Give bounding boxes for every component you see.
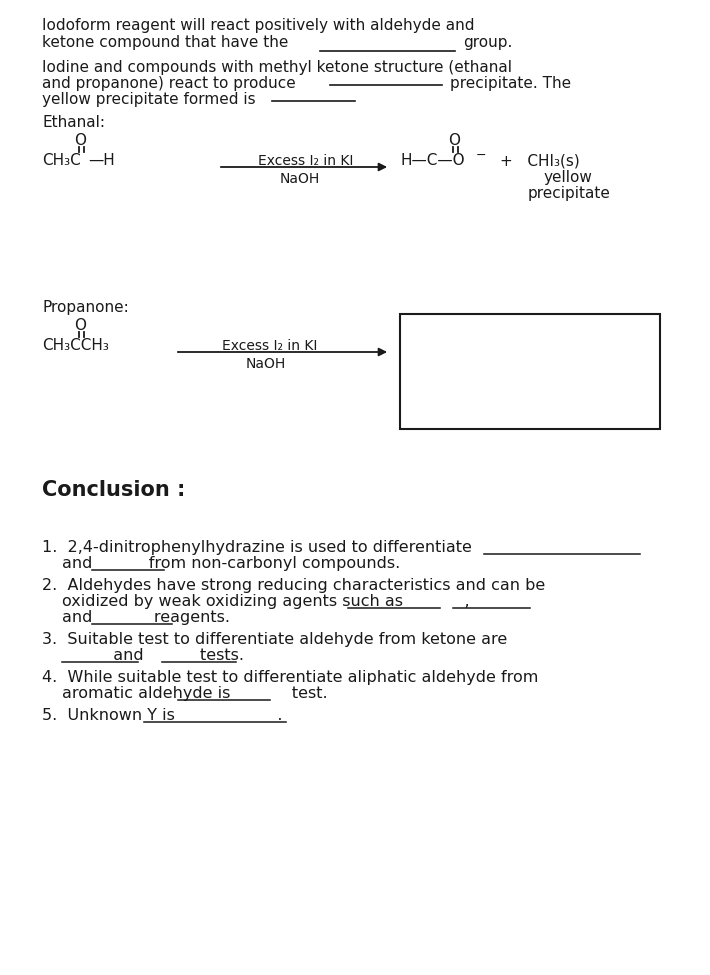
Text: Excess I₂ in KI: Excess I₂ in KI bbox=[258, 154, 354, 168]
Text: Propanone:: Propanone: bbox=[42, 300, 129, 315]
Text: ketone compound that have the: ketone compound that have the bbox=[42, 35, 288, 50]
Text: CH₃C: CH₃C bbox=[42, 153, 81, 168]
Text: and           tests.: and tests. bbox=[62, 648, 244, 663]
Text: Conclusion :: Conclusion : bbox=[42, 480, 185, 500]
Text: —H: —H bbox=[88, 153, 115, 168]
Text: oxidized by weak oxidizing agents such as            ,: oxidized by weak oxidizing agents such a… bbox=[62, 594, 515, 609]
Text: group.: group. bbox=[463, 35, 513, 50]
Text: Ethanal:: Ethanal: bbox=[42, 115, 105, 130]
Text: O: O bbox=[74, 318, 86, 333]
Text: precipitate. The: precipitate. The bbox=[450, 76, 571, 91]
Text: and propanone) react to produce: and propanone) react to produce bbox=[42, 76, 296, 91]
Text: NaOH: NaOH bbox=[246, 357, 286, 371]
Text: O: O bbox=[448, 133, 460, 148]
Text: precipitate: precipitate bbox=[528, 186, 611, 201]
Text: Iodine and compounds with methyl ketone structure (ethanal: Iodine and compounds with methyl ketone … bbox=[42, 60, 512, 75]
Text: yellow: yellow bbox=[543, 170, 592, 185]
Text: Iodoform reagent will react positively with aldehyde and: Iodoform reagent will react positively w… bbox=[42, 18, 474, 33]
Text: 3.  Suitable test to differentiate aldehyde from ketone are: 3. Suitable test to differentiate aldehy… bbox=[42, 632, 507, 647]
Text: O: O bbox=[74, 133, 86, 148]
Text: NaOH: NaOH bbox=[280, 172, 320, 186]
Text: and           from non-carbonyl compounds.: and from non-carbonyl compounds. bbox=[62, 556, 400, 571]
Bar bbox=[400, 314, 660, 429]
Text: 4.  While suitable test to differentiate aliphatic aldehyde from: 4. While suitable test to differentiate … bbox=[42, 670, 538, 685]
Text: yellow precipitate formed is: yellow precipitate formed is bbox=[42, 92, 256, 107]
Text: and            reagents.: and reagents. bbox=[62, 610, 230, 625]
Text: 1.  2,4-dinitrophenylhydrazine is used to differentiate: 1. 2,4-dinitrophenylhydrazine is used to… bbox=[42, 540, 472, 555]
Text: CH₃CCH₃: CH₃CCH₃ bbox=[42, 338, 109, 353]
Text: 2.  Aldehydes have strong reducing characteristics and can be: 2. Aldehydes have strong reducing charac… bbox=[42, 578, 545, 593]
Text: 5.  Unknown Y is                    .: 5. Unknown Y is . bbox=[42, 708, 283, 723]
Text: −: − bbox=[476, 149, 486, 162]
Text: Excess I₂ in KI: Excess I₂ in KI bbox=[222, 339, 317, 353]
Text: +   CHI₃(s): + CHI₃(s) bbox=[500, 153, 580, 168]
Text: aromatic aldehyde is            test.: aromatic aldehyde is test. bbox=[62, 686, 327, 701]
Text: H—C—O: H—C—O bbox=[400, 153, 464, 168]
